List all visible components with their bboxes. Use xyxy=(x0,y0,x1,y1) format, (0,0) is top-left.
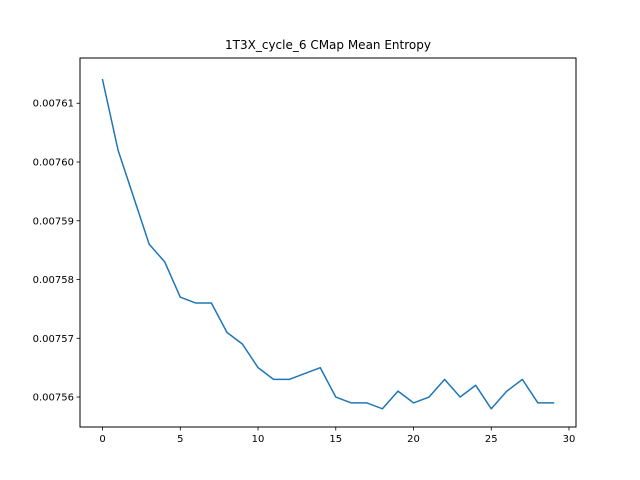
y-tick-label: 0.00756 xyxy=(33,393,74,404)
x-tick-label: 5 xyxy=(177,434,183,445)
x-tick-label: 10 xyxy=(252,434,265,445)
x-tick-label: 15 xyxy=(329,434,342,445)
y-tick-label: 0.00758 xyxy=(33,275,74,286)
y-tick-label: 0.00757 xyxy=(33,334,74,345)
x-tick-label: 30 xyxy=(563,434,576,445)
plot-frame xyxy=(79,57,577,428)
y-axis-ticks: 0.00756 0.00757 0.00758 0.00759 0.00760 0.007… xyxy=(33,99,80,404)
y-tick-label: 0.00760 xyxy=(33,158,74,169)
series-line xyxy=(101,78,555,410)
y-tick-label: 0.00759 xyxy=(33,216,74,227)
x-tick-label: 20 xyxy=(407,434,420,445)
series-group xyxy=(101,78,555,410)
x-tick-label: 25 xyxy=(485,434,498,445)
chart-title: 1T3X_cycle_6 CMap Mean Entropy xyxy=(225,38,431,52)
y-tick-label: 0.00761 xyxy=(33,99,74,110)
x-axis-ticks: 0 5 10 15 20 25 30 xyxy=(99,427,575,445)
plot-area xyxy=(80,58,576,427)
x-tick-label: 0 xyxy=(99,434,105,445)
